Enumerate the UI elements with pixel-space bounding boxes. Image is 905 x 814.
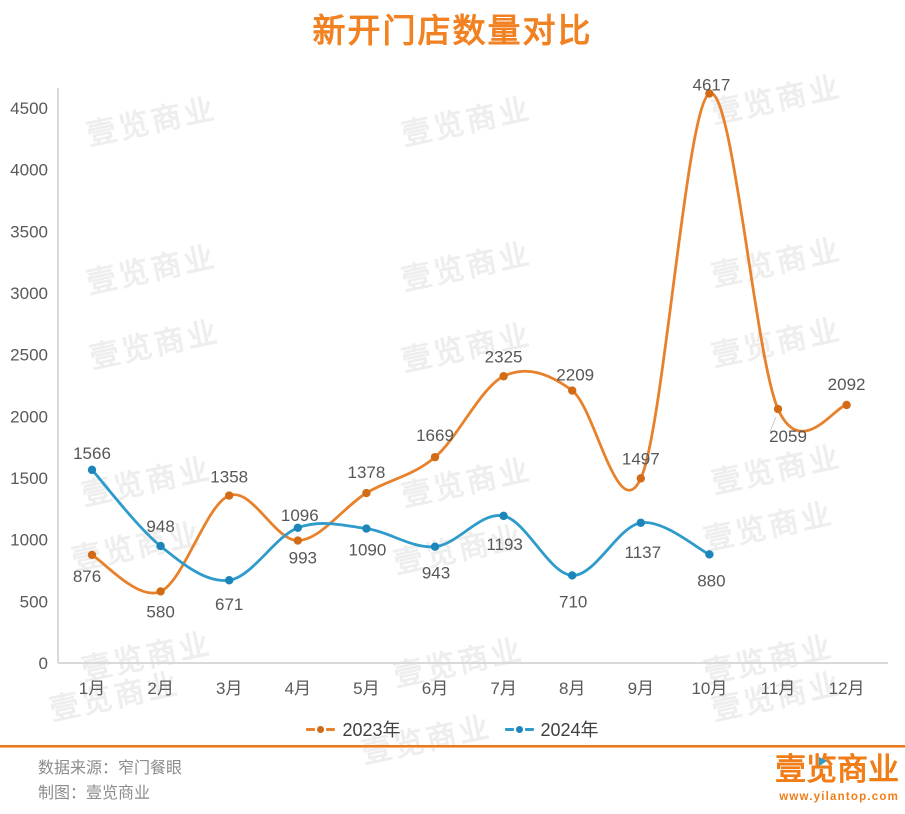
data-label: 1193 bbox=[486, 535, 523, 554]
legend-marker-2023-icon bbox=[306, 725, 336, 733]
data-label: 943 bbox=[422, 564, 450, 583]
legend-label-2023: 2023年 bbox=[342, 720, 401, 740]
data-label: 1090 bbox=[348, 541, 386, 560]
chart-title: 新开门店数量对比 bbox=[312, 12, 593, 49]
data-point-marker bbox=[636, 518, 645, 527]
legend-label-2024: 2024年 bbox=[540, 720, 599, 740]
data-label: 710 bbox=[559, 592, 587, 611]
data-point-marker bbox=[225, 491, 234, 500]
data-label: 1358 bbox=[210, 468, 248, 487]
y-tick-label: 500 bbox=[20, 592, 48, 611]
y-tick-label: 2500 bbox=[10, 346, 48, 365]
data-label: 4617 bbox=[692, 76, 730, 95]
x-tick-label: 11月 bbox=[761, 679, 796, 698]
data-point-marker bbox=[293, 523, 302, 533]
x-tick-label: 12月 bbox=[829, 679, 865, 698]
data-point-marker bbox=[87, 465, 97, 475]
data-point-marker bbox=[156, 541, 165, 551]
x-tick-label: 9月 bbox=[628, 679, 654, 698]
data-point-marker bbox=[705, 89, 714, 98]
divider-line bbox=[0, 745, 905, 748]
brand-logo-triangle-icon bbox=[819, 757, 827, 766]
y-tick-label: 2000 bbox=[10, 407, 48, 426]
data-label: 2325 bbox=[485, 347, 523, 366]
data-point-marker bbox=[430, 542, 440, 551]
data-point-marker bbox=[499, 372, 508, 381]
y-tick-label: 0 bbox=[39, 654, 48, 673]
x-tick-label: 4月 bbox=[285, 679, 311, 698]
data-label: 2092 bbox=[828, 375, 866, 394]
data-label: 1566 bbox=[73, 444, 111, 463]
legend-item-2024: 2024年 bbox=[504, 716, 599, 742]
data-point-marker bbox=[773, 404, 783, 414]
data-point-marker bbox=[499, 511, 508, 521]
y-tick-label: 4500 bbox=[10, 99, 48, 118]
data-point-marker bbox=[568, 386, 577, 395]
line-chart: 0 500 1000 1500 2000 2500 3000 3500 4000 4500 1月 2月… bbox=[10, 76, 888, 698]
data-label: 993 bbox=[289, 549, 317, 568]
y-tick-label: 3000 bbox=[10, 284, 48, 303]
data-point-marker bbox=[430, 452, 440, 462]
data-label: 880 bbox=[697, 571, 725, 590]
brand-logo: 壹览商业 www.yilantop.com bbox=[719, 750, 899, 803]
x-tick-label: 7月 bbox=[490, 679, 516, 698]
data-point-marker bbox=[362, 488, 371, 498]
legend: 2023年 2024年 bbox=[0, 716, 905, 742]
legend-item-2023: 2023年 bbox=[306, 716, 401, 742]
x-tick-label: 6月 bbox=[422, 679, 448, 698]
series-line-2023年 bbox=[90, 92, 848, 595]
data-label: 1378 bbox=[347, 463, 385, 482]
y-tick-label: 1000 bbox=[10, 531, 48, 550]
y-tick-label: 4000 bbox=[10, 161, 48, 180]
brand-logo-text: 壹览商业 bbox=[775, 752, 899, 787]
y-tick-label: 1500 bbox=[10, 469, 48, 488]
data-point-marker bbox=[636, 474, 645, 483]
legend-marker-2024-icon bbox=[504, 725, 534, 733]
label-leader-line bbox=[769, 416, 777, 433]
x-tick-label: 10月 bbox=[691, 679, 727, 698]
data-point-marker bbox=[705, 550, 714, 559]
x-tick-label: 2月 bbox=[147, 679, 173, 698]
y-tick-label: 3500 bbox=[10, 222, 48, 241]
data-point-marker bbox=[87, 550, 97, 560]
x-tick-label: 5月 bbox=[353, 679, 379, 698]
data-label: 1669 bbox=[416, 426, 454, 445]
data-label: 1137 bbox=[625, 543, 662, 562]
data-label: 2209 bbox=[556, 366, 594, 385]
series-line-2024年 bbox=[90, 468, 711, 582]
data-point-marker bbox=[293, 536, 302, 545]
footer-notes: 数据来源：窄门餐眼 制图：壹览商业 bbox=[38, 756, 182, 806]
x-tick-label: 1月 bbox=[79, 679, 105, 698]
data-point-marker bbox=[362, 524, 371, 533]
data-point-marker bbox=[842, 400, 851, 410]
data-label: 948 bbox=[146, 517, 174, 536]
x-tick-label: 8月 bbox=[559, 679, 585, 698]
data-label: 1096 bbox=[281, 506, 319, 525]
credit-line: 制图：壹览商业 bbox=[38, 785, 151, 802]
data-source-line: 数据来源：窄门餐眼 bbox=[38, 760, 183, 777]
brand-logo-url: www.yilantop.com bbox=[779, 791, 899, 803]
data-label: 876 bbox=[73, 567, 101, 586]
data-label: 1497 bbox=[622, 449, 660, 468]
data-label: 671 bbox=[215, 595, 243, 614]
x-tick-label: 3月 bbox=[216, 679, 242, 698]
data-label: 2059 bbox=[769, 427, 807, 446]
data-label: 580 bbox=[146, 602, 174, 621]
data-point-marker bbox=[568, 571, 577, 580]
data-point-marker bbox=[156, 587, 165, 596]
data-point-marker bbox=[225, 576, 234, 585]
